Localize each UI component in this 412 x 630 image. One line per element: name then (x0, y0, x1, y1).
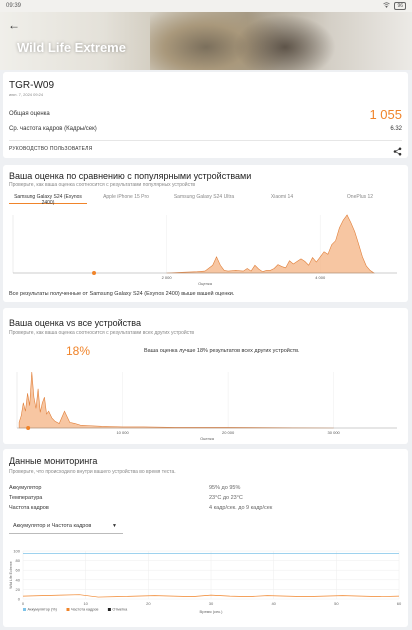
x-tick-label: 2 000 (162, 275, 173, 280)
overall-score-row: Общая оценка 1 055 (9, 107, 402, 122)
legend-label: Отметка (112, 608, 128, 612)
x-tick-label: 40 (271, 601, 276, 606)
x-tick-label: 20 (146, 601, 151, 606)
monitoring-label: Температура (9, 495, 43, 501)
your-score-marker (26, 426, 31, 430)
tab-iphone-15-pro[interactable]: Apple iPhone 15 Pro (103, 194, 149, 200)
popular-comparison-title: Ваша оценка по сравнению с популярными у… (9, 171, 252, 181)
device-tabs: Samsung Galaxy S24 (Exynos 2400) Apple i… (9, 192, 399, 206)
legend-swatch (66, 608, 70, 611)
your-score-marker (92, 271, 97, 275)
result-card: TGR-W09 июн. 7, 2024 09:24 Общая оценка … (3, 72, 408, 158)
popular-comparison-subtitle: Проверьте, как ваша оценка соотносится с… (9, 182, 196, 188)
all-devices-distribution-chart: 10 000 20 000 30 000 Оценка (16, 371, 397, 440)
y-tick-label: 40 (16, 577, 21, 582)
monitoring-value: 23°C до 23°C (209, 495, 243, 501)
x-axis-label: Время (сек.) (200, 609, 224, 614)
percentile-note: Ваша оценка лучше 18% результатов всех д… (144, 348, 300, 354)
banner-artwork-shadow (230, 12, 340, 70)
x-tick-label: 4 000 (315, 275, 326, 280)
monitoring-label: Аккумулятор (9, 485, 42, 491)
overall-score-value: 1 055 (369, 107, 402, 122)
x-axis-label: Оценка (200, 436, 215, 440)
y-tick-label: 20 (16, 587, 21, 592)
monitoring-chart: 0 20 40 60 80 100 0 10 20 30 40 50 60 Время (сек.) Wil… (9, 549, 402, 615)
x-tick-label: 30 (209, 601, 214, 606)
y-tick-label: 0 (18, 597, 21, 602)
monitoring-label: Частота кадров (9, 505, 49, 511)
battery-icon: 96 (394, 2, 406, 10)
x-tick-label: 10 000 (116, 430, 129, 435)
fps-label: Ср. частота кадров (Кадры/сек) (9, 126, 97, 132)
monitoring-title: Данные мониторинга (9, 456, 98, 466)
status-icons: 96 (383, 2, 406, 10)
percentile-value: 18% (66, 344, 91, 358)
all-devices-subtitle: Проверьте, как ваша оценка соотносится с… (9, 330, 195, 336)
status-time: 09:39 (6, 3, 22, 9)
x-tick-label: 20 000 (222, 430, 235, 435)
monitoring-select-value: Аккумулятор и Частота кадров (13, 523, 92, 529)
legend-label: Аккумулятор (%) (28, 608, 58, 612)
chevron-down-icon: ▼ (112, 523, 117, 529)
all-devices-title: Ваша оценка vs все устройства (9, 318, 141, 328)
fps-row: Ср. частота кадров (Кадры/сек) 6.32 (9, 126, 402, 132)
test-date: июн. 7, 2024 09:24 (9, 92, 44, 97)
y-tick-label: 80 (16, 558, 21, 563)
fps-value: 6.32 (390, 126, 402, 132)
popular-comparison-card: Ваша оценка по сравнению с популярными у… (3, 165, 408, 302)
y-tick-label: 60 (16, 568, 21, 573)
legend-swatch (107, 608, 111, 611)
x-tick-label: 0 (22, 601, 25, 606)
x-axis-label: Оценка (198, 281, 213, 286)
status-bar: 09:39 96 (0, 0, 412, 12)
legend-swatch (23, 608, 26, 611)
x-tick-label: 50 (334, 601, 339, 606)
back-arrow-icon[interactable]: ← (8, 18, 20, 32)
monitoring-subtitle: Проверьте, что происходило внутри вашего… (9, 469, 176, 475)
x-tick-label: 30 000 (328, 430, 341, 435)
monitoring-card: Данные мониторинга Проверьте, что происх… (3, 449, 408, 627)
popular-comparison-note: Все результаты полученные от Samsung Gal… (9, 291, 235, 297)
user-guide-link[interactable]: РУКОВОДСТВО ПОЛЬЗОВАТЕЛЯ (9, 146, 93, 152)
divider (9, 140, 402, 141)
y-axis-label: Wild Life Extreme (9, 561, 13, 588)
page-title: Wild Life Extreme (17, 40, 126, 55)
tab-oneplus-12[interactable]: OnePlus 12 (346, 194, 374, 200)
x-tick-label: 60 (397, 601, 402, 606)
fps-series-line (22, 594, 400, 598)
legend-label: Частота кадров (71, 608, 98, 612)
monitoring-value: 95% до 95% (209, 485, 241, 491)
distribution-area (18, 371, 334, 429)
monitoring-row-fps: Частота кадров 4 кадр/сек. до 9 кадр/сек (9, 505, 404, 511)
monitoring-value: 4 кадр/сек. до 9 кадр/сек (209, 505, 273, 511)
wifi-icon (383, 2, 391, 10)
overall-score-label: Общая оценка (9, 111, 50, 117)
tab-samsung-s24-ultra[interactable]: Samsung Galaxy S24 Ultra (173, 194, 235, 200)
popular-distribution-chart: 2 000 4 000 Оценка (12, 214, 397, 286)
share-icon[interactable] (393, 143, 402, 161)
tab-xiaomi-14[interactable]: Xiaomi 14 (270, 194, 294, 200)
x-tick-label: 10 (83, 601, 88, 606)
monitoring-row-temperature: Температура 23°C до 23°C (9, 495, 404, 501)
all-devices-card: Ваша оценка vs все устройства Проверьте,… (3, 308, 408, 444)
monitoring-metric-select[interactable]: Аккумулятор и Частота кадров ▼ (9, 520, 123, 534)
tab-samsung-s24[interactable]: Samsung Galaxy S24 (Exynos 2400) (9, 192, 87, 206)
distribution-area (166, 214, 375, 274)
header-banner: ← Wild Life Extreme (0, 12, 412, 70)
monitoring-row-battery: Аккумулятор 95% до 95% (9, 485, 404, 491)
y-tick-label: 100 (13, 549, 20, 554)
device-name: TGR-W09 (9, 80, 54, 91)
